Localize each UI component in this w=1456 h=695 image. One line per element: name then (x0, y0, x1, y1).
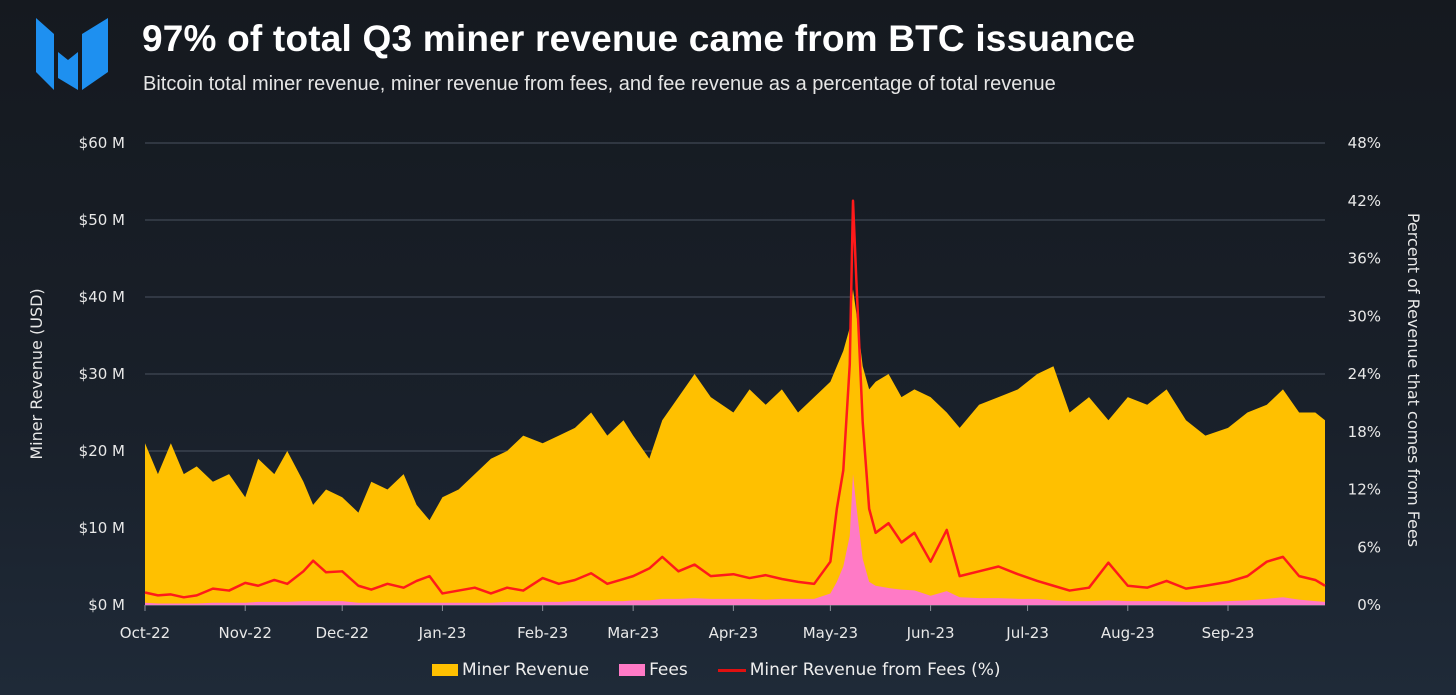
y-axis-label: Miner Revenue (USD) (27, 288, 46, 459)
legend-item-fees: Fees (619, 660, 688, 680)
x-tick-label: May-23 (803, 624, 858, 642)
x-tick-label: Oct-22 (120, 624, 170, 642)
y-tick-label: $60 M (79, 134, 125, 152)
y2-tick-label: 48% (1348, 134, 1381, 152)
legend-label: Fees (649, 660, 688, 680)
x-tick-label: Dec-22 (315, 624, 369, 642)
y2-axis-label: Percent of Revenue that comes from Fees (1404, 213, 1423, 547)
fees-swatch (619, 664, 646, 676)
x-tick-label: Jun-23 (906, 624, 955, 642)
y-tick-label: $0 M (88, 596, 125, 614)
x-tick-label: Aug-23 (1101, 624, 1155, 642)
x-tick-label: Feb-23 (517, 624, 568, 642)
y2-tick-label: 18% (1348, 423, 1381, 441)
legend-item-pct: Miner Revenue from Fees (%) (717, 660, 1001, 680)
y-tick-label: $50 M (79, 211, 125, 229)
y2-tick-label: 6% (1357, 538, 1381, 556)
x-tick-label: Sep-23 (1202, 624, 1255, 642)
y2-tick-label: 36% (1348, 250, 1381, 268)
y2-tick-label: 42% (1348, 192, 1381, 210)
legend: Miner Revenue Fees Miner Revenue from Fe… (432, 660, 1001, 680)
y2-tick-label: 24% (1348, 365, 1381, 383)
x-tick-label: Apr-23 (709, 624, 759, 642)
x-tick-label: Jul-23 (1005, 624, 1049, 642)
x-tick-label: Jan-23 (418, 624, 467, 642)
brand-logo (36, 18, 112, 90)
legend-item-revenue: Miner Revenue (432, 660, 589, 680)
x-tick-label: Mar-23 (607, 624, 659, 642)
revenue-swatch (432, 664, 458, 676)
x-tick-label: Nov-22 (219, 624, 272, 642)
pct-swatch (717, 668, 746, 672)
y-tick-label: $30 M (79, 365, 125, 383)
y2-tick-label: 12% (1348, 481, 1381, 499)
chart-subtitle: Bitcoin total miner revenue, miner reven… (143, 73, 1056, 95)
y2-tick-label: 0% (1357, 596, 1381, 614)
series-pct-line (144, 199, 1326, 599)
y-tick-label: $10 M (79, 519, 125, 537)
legend-label: Miner Revenue (462, 660, 590, 680)
chart-title: 97% of total Q3 miner revenue came from … (142, 18, 1136, 59)
y-tick-label: $20 M (79, 442, 125, 460)
series-miner-revenue (145, 289, 1325, 605)
y2-tick-label: 30% (1348, 307, 1381, 325)
legend-label: Miner Revenue from Fees (%) (749, 660, 1001, 680)
y-tick-label: $40 M (79, 288, 125, 306)
